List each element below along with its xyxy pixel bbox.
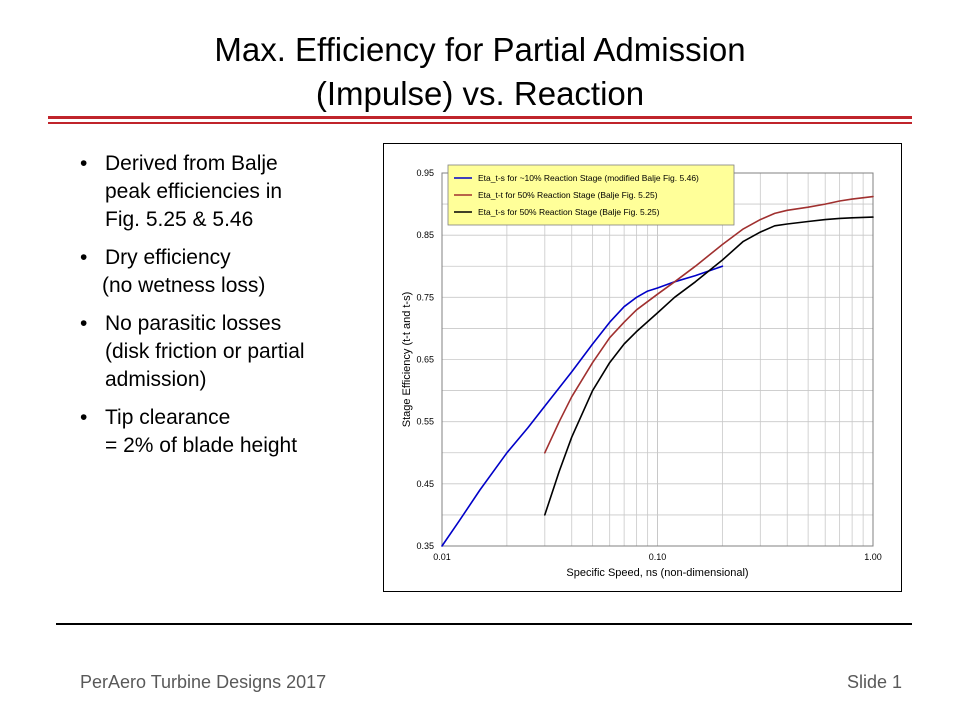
y-axis-label: Stage Efficiency (t-t and t-s) [401, 292, 413, 428]
bullet-line: No parasitic losses [105, 312, 282, 335]
y-tick-label: 0.45 [416, 479, 434, 489]
bullet-dot-icon: • [80, 246, 88, 269]
y-tick-label: 0.75 [416, 292, 434, 302]
bullet-line: = 2% of blade height [105, 434, 298, 457]
slide-title-line-2: (Impulse) vs. Reaction [315, 75, 645, 112]
series-line [544, 216, 874, 516]
bullet-line: Tip clearance [105, 406, 231, 429]
y-tick-label: 0.95 [416, 168, 434, 178]
bullet-line: peak efficiencies in [105, 180, 283, 203]
legend-entry: Eta_t-s for 50% Reaction Stage (Balje Fi… [478, 207, 660, 217]
legend-box [447, 164, 735, 226]
series-line [441, 265, 724, 547]
bullet-item: • Derived from Balje peak efficiencies i… [80, 150, 355, 234]
y-tick-label: 0.65 [416, 355, 434, 365]
bullet-dot-icon: • [80, 312, 88, 335]
y-tick-label: 0.55 [416, 417, 434, 427]
bullet-item: • No parasitic losses (disk friction or … [80, 310, 355, 394]
bullet-list: • Derived from Balje peak efficiencies i… [80, 150, 355, 470]
footer-company: PerAero Turbine Designs 2017 [80, 672, 327, 692]
bullet-line: admission) [105, 368, 207, 391]
efficiency-chart: 0.35 0.45 0.55 0.65 0.75 0.85 0.95 0.01 0.10 1.00… [401, 164, 882, 579]
bullet-line: (no wetness loss) [102, 274, 266, 297]
legend-entry: Eta_t-t for 50% Reaction Stage (Balje Fi… [478, 190, 658, 200]
y-tick-label: 0.35 [416, 541, 434, 551]
bullet-line: Derived from Balje [105, 152, 278, 175]
bullet-line: (disk friction or partial [105, 340, 305, 363]
footer-divider [56, 623, 912, 625]
bullet-dot-icon: • [80, 406, 88, 429]
bullet-line: Dry efficiency [105, 246, 231, 269]
slide-number: Slide 1 [846, 672, 902, 692]
bullet-dot-icon: • [80, 152, 88, 175]
x-tick-label: 1.00 [864, 552, 882, 562]
y-tick-label: 0.85 [416, 230, 434, 240]
x-tick-label: 0.01 [433, 552, 451, 562]
legend-entry: Eta_t-s for ~10% Reaction Stage (modifie… [478, 173, 699, 183]
slide-title-line-1: Max. Efficiency for Partial Admission [214, 31, 746, 68]
bullet-item: • Tip clearance = 2% of blade height [80, 404, 355, 460]
series-line [544, 195, 874, 454]
title-divider [48, 116, 912, 119]
bullet-item: • Dry efficiency (no wetness loss) [80, 244, 355, 300]
title-divider-thin [48, 122, 912, 124]
x-axis-label: Specific Speed, ns (non-dimensional) [566, 567, 748, 579]
chart-frame: 0.35 0.45 0.55 0.65 0.75 0.85 0.95 0.01 0.10 1.00… [383, 143, 902, 592]
slide-title: Max. Efficiency for Partial Admission (I… [0, 28, 960, 116]
x-tick-label: 0.10 [649, 552, 667, 562]
bullet-line: Fig. 5.25 & 5.46 [105, 208, 254, 231]
